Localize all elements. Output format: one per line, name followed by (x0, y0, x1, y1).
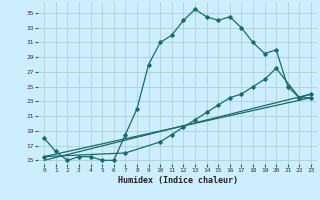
X-axis label: Humidex (Indice chaleur): Humidex (Indice chaleur) (118, 176, 238, 185)
